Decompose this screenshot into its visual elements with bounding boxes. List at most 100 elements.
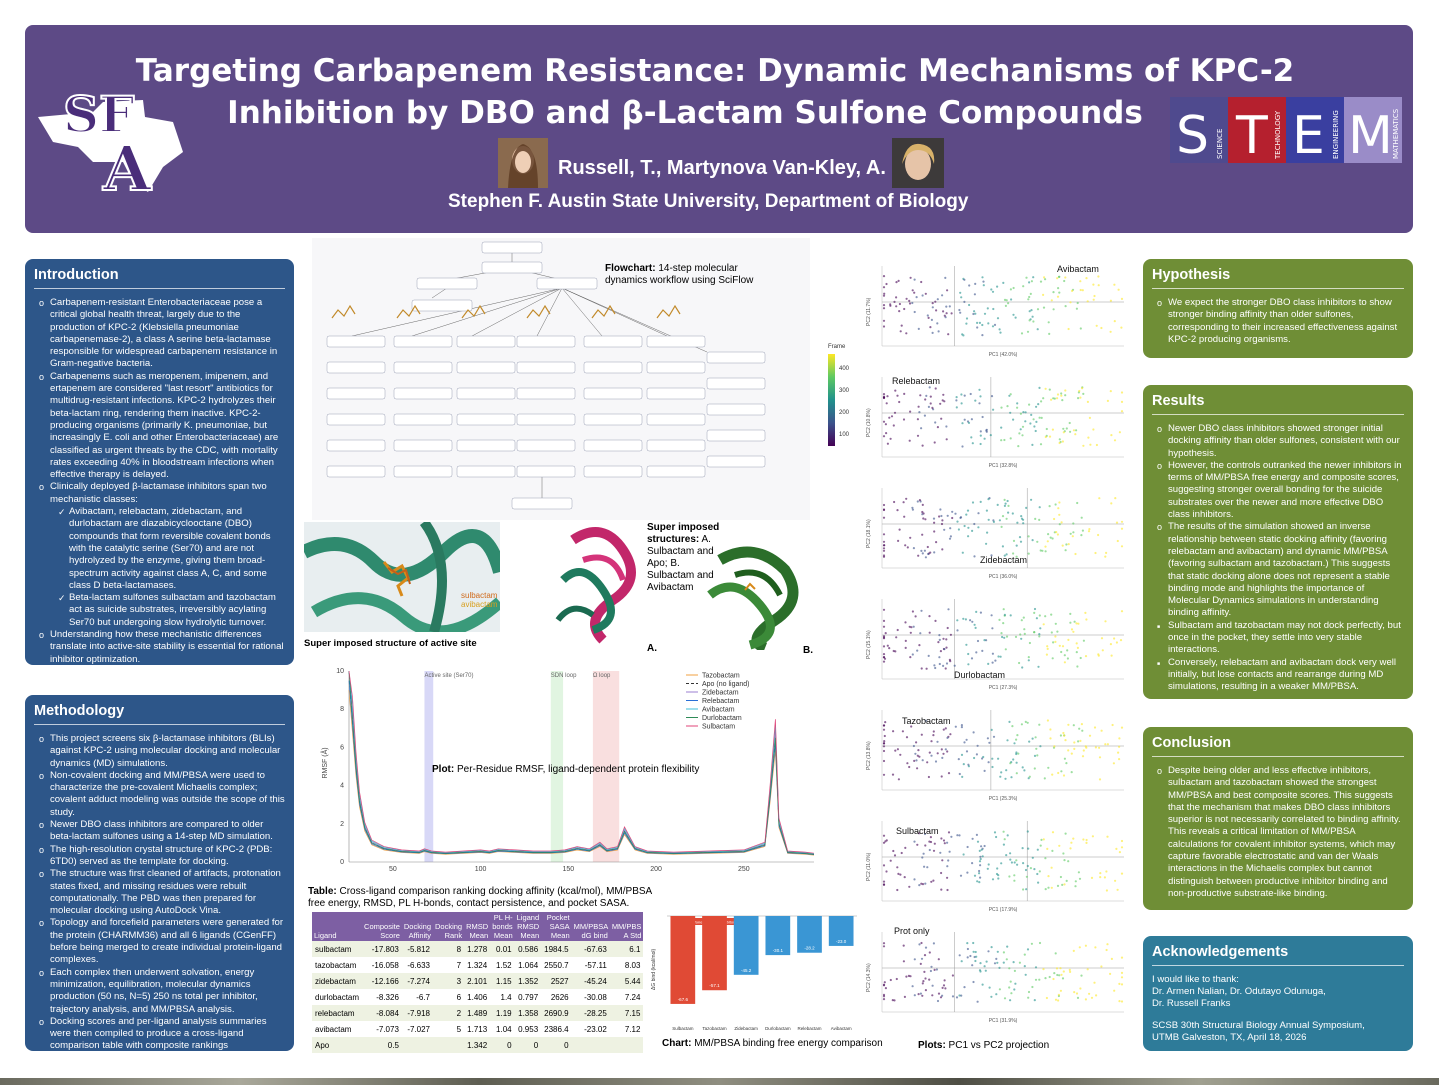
mmpbsa-bar-label: -67.6 (678, 997, 689, 1002)
pca-point (955, 406, 958, 409)
pca-point (1118, 745, 1121, 748)
pca-point (940, 522, 944, 526)
pca-point (965, 750, 969, 753)
pca-point (951, 995, 955, 998)
pca-point (1044, 888, 1047, 891)
results-square-item-1: Sulbactam and tazobactam may not dock pe… (1157, 620, 1405, 657)
pca-point (1032, 418, 1035, 421)
hypothesis-panel: Hypothesis We expect the stronger DBO cl… (1143, 259, 1413, 358)
pca-point (1068, 421, 1071, 425)
pca-point (1054, 503, 1057, 506)
pca-point (970, 418, 973, 421)
pca-point (1120, 983, 1124, 986)
pca-point (1021, 847, 1024, 850)
pca-point (1120, 976, 1124, 979)
pca-point (947, 772, 951, 775)
pca-point (963, 418, 966, 421)
pca-point (1028, 281, 1031, 284)
pca-point (1063, 883, 1066, 886)
pca-y-label: PC2 (11.0%) (866, 852, 872, 881)
pca-point (1016, 402, 1019, 405)
pca-point (1039, 844, 1042, 847)
pca-point (940, 837, 943, 840)
pca-point (976, 880, 979, 883)
pca-point (1002, 608, 1005, 611)
pca-point (1006, 834, 1009, 837)
colorbar-tick-200: 200 (839, 410, 850, 416)
pca-panel-label: Sulbactam (896, 826, 939, 836)
pca-point (920, 667, 923, 670)
stem-letter-e: E (1292, 106, 1325, 163)
pca-point (991, 325, 995, 328)
pca-point (1002, 622, 1005, 625)
pca-point (1098, 778, 1102, 781)
pca-point (967, 535, 970, 538)
pca-point (1069, 621, 1072, 624)
pca-point (1002, 951, 1005, 954)
pca-point (1006, 499, 1009, 503)
pca-point (1030, 498, 1033, 501)
pca-point (937, 958, 940, 961)
pca-point (1100, 729, 1103, 732)
pca-point (1004, 502, 1007, 505)
pca-point (945, 662, 949, 665)
pca-point (1120, 297, 1124, 300)
pca-point (1012, 418, 1015, 421)
pca-point (882, 645, 886, 648)
pca-point (1092, 428, 1095, 431)
pca-point (1106, 743, 1109, 746)
pca-point (943, 842, 946, 845)
pca-point (983, 844, 986, 848)
author-photo-2 (892, 138, 944, 188)
pca-point (972, 941, 975, 945)
pca-x-label: PC1 (31.9%) (989, 1018, 1018, 1024)
pca-x-label: PC1 (27.3%) (989, 685, 1018, 691)
table-header-cell: Pocket SASA Mean (541, 912, 572, 941)
pca-point (1028, 740, 1031, 743)
pca-point (1026, 948, 1030, 951)
pca-x-label: PC1 (42.0%) (989, 352, 1018, 358)
pca-point (1105, 948, 1108, 952)
pca-point (1026, 330, 1030, 333)
pca-panel-label: Durlobactam (954, 670, 1005, 680)
rmsf-y-tick: 6 (340, 744, 344, 751)
pca-point (946, 876, 949, 879)
mmpbsa-x-tick: Zidebactam (734, 1026, 758, 1031)
pca-point (981, 649, 984, 652)
mmpbsa-bar-label: -23.0 (836, 939, 847, 944)
pca-point (981, 276, 984, 279)
pca-point (1027, 298, 1030, 301)
pca-point (1113, 637, 1116, 640)
pca-point (1071, 289, 1074, 292)
pca-point (1023, 953, 1026, 956)
pca-point (929, 969, 932, 973)
pca-point (1115, 641, 1118, 644)
pca-point (998, 519, 1001, 522)
pca-point (953, 664, 956, 667)
pca-point (882, 608, 886, 611)
pca-point (902, 960, 905, 963)
pca-point (1073, 991, 1076, 994)
pca-point (1086, 400, 1089, 403)
pca-point (1048, 505, 1051, 508)
pca-point (987, 863, 990, 866)
pca-point (1063, 661, 1066, 664)
table-cell: 5 (433, 1021, 465, 1037)
pca-point (882, 619, 886, 622)
pca-point (1064, 389, 1067, 392)
pca-point (902, 418, 906, 421)
pca-point (967, 421, 971, 424)
pca-point (882, 653, 886, 656)
pca-point (935, 968, 938, 971)
rmsf-caption-text: Per-Residue RMSF, ligand-dependent prote… (454, 764, 700, 775)
rmsf-region-band (550, 671, 564, 862)
pca-point (1015, 772, 1018, 775)
pca-point (894, 389, 897, 392)
pca-point (923, 954, 927, 957)
pca-point (1063, 734, 1066, 737)
pca-point (973, 522, 976, 526)
ack-event-1: SCSB 30th Structural Biology Annual Symp… (1152, 1020, 1365, 1031)
pca-point (1051, 657, 1054, 660)
table-cell: 7 (433, 957, 465, 973)
pca-point (1079, 327, 1082, 330)
